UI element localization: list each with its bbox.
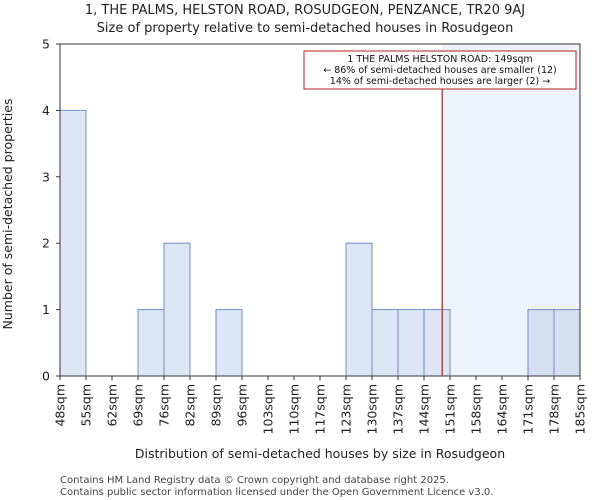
x-axis-label: Distribution of semi-detached houses by … [135, 446, 505, 461]
x-ticks-group: 48sqm 55sqm 62sqm 69sqm 76sqm 82sqm 89sqm 96sqm… [53, 376, 588, 434]
x-tick-label: 110sqm [287, 384, 302, 434]
bar-48sqm [59, 109, 87, 377]
bar-171sqm [527, 309, 555, 377]
y-tick-label: 4 [42, 103, 50, 118]
y-tick-label: 5 [42, 37, 50, 52]
bar-137sqm [397, 309, 425, 377]
x-tick-label: 137sqm [391, 384, 406, 434]
x-tick-label: 76sqm [157, 384, 172, 427]
x-tick-label: 96sqm [235, 384, 250, 427]
x-tick-label: 158sqm [469, 384, 484, 434]
y-axis-label: Number of semi-detached properties [0, 99, 15, 330]
bar-69sqm [137, 309, 165, 377]
x-tick-label: 123sqm [339, 384, 354, 434]
y-tick-label: 3 [42, 169, 50, 184]
x-tick-label: 69sqm [131, 384, 146, 427]
footer-line-1: Contains HM Land Registry data © Crown c… [60, 475, 449, 486]
y-ticks-group: 0 1 2 3 4 5 [42, 37, 60, 384]
bars-group [59, 109, 581, 377]
annotation-box: 1 THE PALMS HELSTON ROAD: 149sqm ← 86% o… [303, 50, 577, 90]
x-tick-label: 103sqm [261, 384, 276, 434]
chart-subtitle: Size of property relative to semi-detach… [97, 21, 514, 36]
y-tick-label: 0 [42, 369, 50, 384]
x-tick-label: 55sqm [79, 384, 94, 427]
x-tick-label: 144sqm [417, 384, 432, 434]
footer-line-2: Contains public sector information licen… [60, 487, 493, 498]
annotation-frame [303, 50, 577, 90]
bar-144sqm [423, 309, 451, 377]
bar-178sqm [553, 309, 581, 377]
x-tick-label: 185sqm [573, 384, 588, 434]
x-tick-label: 178sqm [547, 384, 562, 434]
x-tick-label: 151sqm [443, 384, 458, 434]
x-tick-label: 62sqm [105, 384, 120, 427]
annotation-line-2: ← 86% of semi-detached houses are smalle… [323, 65, 557, 76]
bar-130sqm [371, 309, 399, 377]
annotation-line-3: 14% of semi-detached houses are larger (… [330, 76, 550, 87]
x-tick-label: 171sqm [521, 384, 536, 434]
bar-89sqm [215, 309, 243, 377]
x-tick-label: 117sqm [313, 384, 328, 434]
x-tick-label: 130sqm [365, 384, 380, 434]
y-tick-label: 1 [42, 302, 50, 317]
x-tick-label: 82sqm [183, 384, 198, 427]
x-tick-label: 48sqm [53, 384, 68, 427]
y-tick-label: 2 [42, 236, 50, 251]
chart-title: 1, THE PALMS, HELSTON ROAD, ROSUDGEON, P… [85, 3, 525, 18]
bar-123sqm [345, 242, 373, 377]
x-tick-label: 164sqm [495, 384, 510, 434]
annotation-line-1: 1 THE PALMS HELSTON ROAD: 149sqm [347, 54, 532, 65]
x-tick-label: 89sqm [209, 384, 224, 427]
bar-76sqm [163, 242, 191, 377]
